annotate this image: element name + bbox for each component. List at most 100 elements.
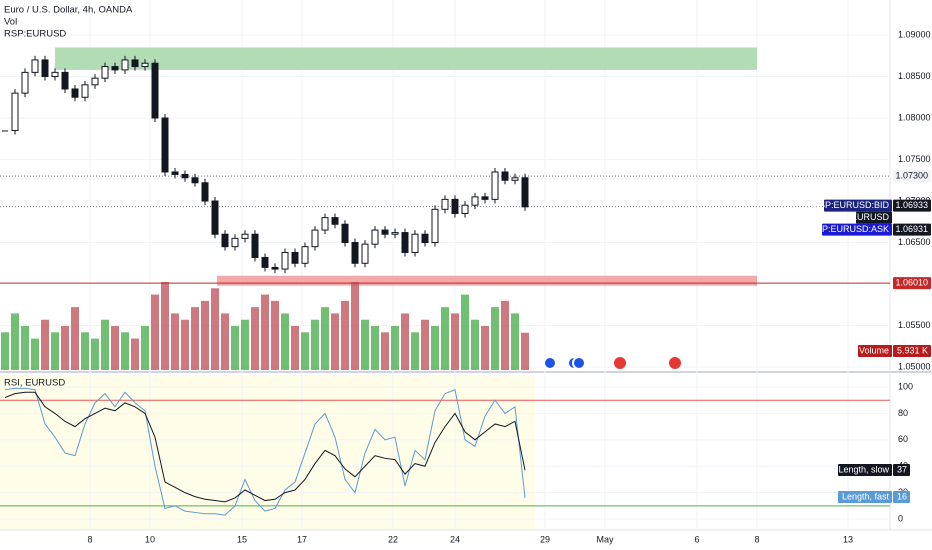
volume-bar: [201, 300, 209, 370]
volume-bar: [411, 332, 419, 370]
candle: [431, 208, 439, 244]
event-icons[interactable]: [543, 355, 683, 371]
candle: [251, 233, 259, 258]
chart-title: Euro / U.S. Dollar, 4h, OANDA: [4, 5, 133, 16]
candle: [301, 246, 309, 264]
x-tick-label: 10: [145, 534, 155, 544]
rsi-fast-value-tag-bg: [893, 491, 910, 503]
x-tick-label: 8: [87, 534, 92, 544]
rsi-fast-name-tag: Length, fast: [842, 491, 890, 501]
volume-bar: [171, 313, 179, 370]
candle: [341, 223, 349, 244]
rsi-fast-name-tag-bg: [838, 491, 892, 503]
candle: [171, 171, 179, 175]
candle: [411, 233, 419, 253]
candle: [141, 62, 149, 68]
candle: [101, 66, 109, 79]
price-tick-label: 1.08500: [898, 71, 931, 81]
volume-bar: [311, 319, 319, 370]
candle: [51, 71, 59, 78]
candle: [161, 117, 169, 173]
candle: [2, 130, 8, 132]
zone: [217, 275, 757, 286]
volume-bar: [321, 307, 329, 370]
candle: [181, 173, 189, 179]
volume-bar: [251, 307, 259, 370]
candle: [191, 177, 199, 184]
candle: [151, 62, 159, 119]
candle: [311, 229, 319, 248]
rsi-slow-value-tag-bg: [893, 464, 910, 476]
volume-value-tag-bg: [893, 345, 931, 357]
event-icon[interactable]: [572, 356, 586, 370]
candle: [61, 71, 69, 90]
candle: [331, 217, 339, 225]
candle: [281, 251, 289, 270]
x-tick-label: 15: [237, 534, 247, 544]
bid-price-tag-bg: [893, 199, 931, 212]
volume-bar: [431, 326, 439, 370]
volume-title: Vol: [4, 17, 17, 28]
candle: [91, 77, 99, 86]
x-tick-label: 6: [694, 534, 699, 544]
rsi-tick-label: 60: [898, 434, 908, 444]
x-tick-label: 22: [388, 534, 398, 544]
volume-bar: [281, 313, 289, 370]
volume-bar: [491, 307, 499, 370]
volume-bar: [151, 294, 159, 370]
volume-bar: [81, 332, 89, 370]
rsi-tick-label: 0: [898, 513, 903, 523]
candle: [471, 196, 479, 206]
candle: [361, 243, 369, 264]
candle: [491, 171, 499, 200]
volume-bar: [21, 326, 29, 370]
event-icon[interactable]: [543, 356, 557, 370]
candle: [71, 88, 79, 98]
volume-bar: [31, 338, 39, 370]
x-tick-label: 13: [843, 534, 853, 544]
zone: [55, 47, 757, 70]
last-price-tag: 1.07300: [895, 170, 928, 180]
candle: [291, 251, 299, 264]
volume-bar: [61, 326, 69, 370]
volume-name-tag: Volume: [859, 345, 889, 355]
rsi-tick-label: 100: [898, 381, 913, 391]
volume-bar: [351, 282, 359, 370]
volume-bar: [501, 300, 509, 370]
volume-bar: [421, 319, 429, 370]
candle: [381, 229, 389, 235]
candle: [201, 182, 209, 202]
event-icon[interactable]: [612, 355, 628, 371]
volume-bar: [371, 326, 379, 370]
candle: [461, 204, 469, 214]
candle: [241, 233, 249, 239]
rsi-title: RSI, EURUSD: [4, 378, 65, 389]
ask-price-tag: 1.06931: [895, 224, 928, 234]
volume-bar: [101, 319, 109, 370]
volume-bar: [91, 338, 99, 370]
candle: [271, 266, 279, 270]
volume-bar: [301, 332, 309, 370]
event-icon[interactable]: [667, 355, 683, 371]
volume-bar: [361, 319, 369, 370]
volume-bar: [221, 313, 229, 370]
bid-price-tag: 1.06933: [895, 200, 928, 210]
candle: [441, 198, 449, 210]
candle: [81, 84, 89, 98]
bid-name-tag-bg: [824, 199, 892, 212]
rsi-fast-line: [4, 387, 526, 516]
ask-price-tag-bg: [893, 223, 931, 236]
rsi-shade: [0, 375, 535, 530]
candle: [371, 229, 379, 245]
volume-bar: [381, 332, 389, 370]
volume-bar: [331, 313, 339, 370]
price-tick-label: 1.05000: [898, 361, 931, 371]
candle: [501, 171, 509, 181]
volume-bar: [161, 282, 169, 370]
volume-bar: [391, 326, 399, 370]
volume-bar: [481, 326, 489, 370]
candle: [391, 232, 399, 235]
volume-bar: [521, 332, 529, 370]
volume-bar: [511, 313, 519, 370]
volume-bar: [1, 332, 9, 370]
